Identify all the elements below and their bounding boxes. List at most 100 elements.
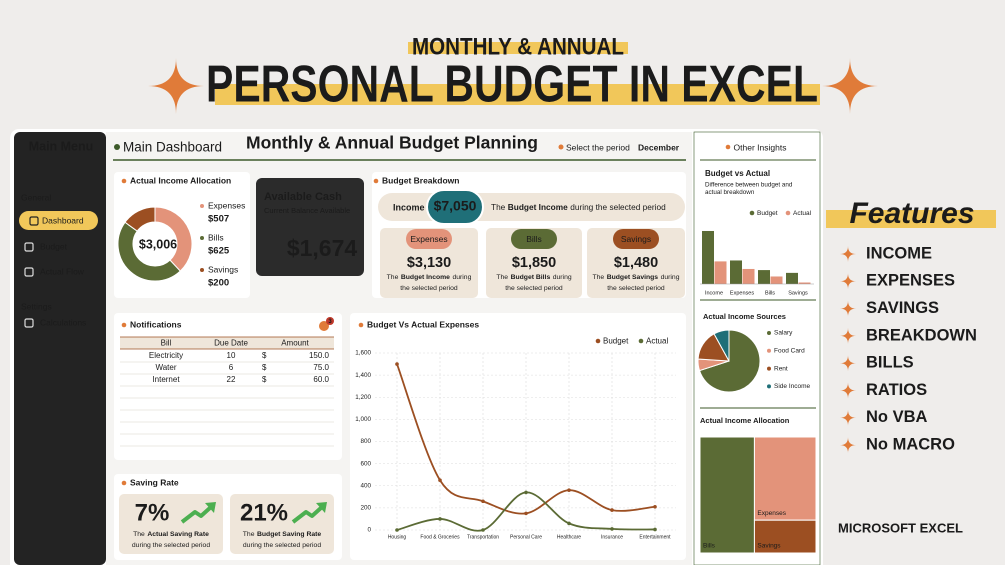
legend-dot xyxy=(785,210,791,216)
title-dot xyxy=(121,178,127,184)
footer-label: MICROSOFT EXCEL xyxy=(838,520,963,535)
feature-item: No MACRO xyxy=(866,435,955,453)
cash-subtitle: Current Balance Available xyxy=(264,206,350,215)
chart-title: Actual Income Sources xyxy=(703,312,786,321)
rate-desc-part: The xyxy=(243,531,255,538)
star-icon xyxy=(840,437,856,454)
bell xyxy=(319,321,329,331)
feature-item: INCOME xyxy=(866,244,932,262)
legend-label: Actual xyxy=(793,210,812,217)
menu-item: Budget xyxy=(40,241,68,251)
title: PERSONAL BUDGET IN EXCEL xyxy=(206,56,818,114)
y-tick-label: 800 xyxy=(360,438,371,445)
breakdown-desc: the selected period xyxy=(607,285,665,292)
trend-arrow xyxy=(180,505,213,524)
income-desc-part: Budget Income xyxy=(508,202,568,212)
breakdown-desc-part: during xyxy=(452,274,471,281)
highlight xyxy=(826,210,996,228)
breakdown-desc: The Budget Bills during xyxy=(496,274,571,281)
star-icon xyxy=(840,273,856,290)
breakdown-desc: The Budget Savings during xyxy=(593,274,680,281)
y-tick-label: 1,200 xyxy=(355,394,371,401)
data-point xyxy=(610,508,614,512)
data-point xyxy=(524,490,528,495)
table-cell: 22 xyxy=(227,375,236,384)
feature-item: BREAKDOWN xyxy=(866,326,977,344)
data-point xyxy=(481,528,485,532)
menu-item: Actual Flow xyxy=(40,266,85,276)
breakdown-card xyxy=(587,228,685,298)
income-desc-part: during the selected period xyxy=(570,202,666,212)
breakdown-pill xyxy=(406,229,452,249)
trend-arrow-head xyxy=(316,502,327,513)
table-cell: 150.0 xyxy=(309,351,330,360)
x-tick-label: Personal Care xyxy=(510,534,542,540)
data-point xyxy=(653,504,657,509)
legend-label: Food Card xyxy=(774,348,805,355)
star-icon xyxy=(822,58,878,114)
breakdown-desc-part: The xyxy=(593,274,605,281)
breakdown-label: Savings xyxy=(621,234,651,244)
legend-dot xyxy=(767,331,771,335)
rate-desc-part: The xyxy=(133,531,145,538)
table-cell: Internet xyxy=(152,375,180,384)
column-header: Due Date xyxy=(214,339,248,348)
rate-desc: The Actual Saving Rate xyxy=(133,531,209,538)
subtitle: MONTHLY & ANNUAL xyxy=(412,33,624,60)
value-label: $200 xyxy=(208,278,229,289)
dashboard-title: Monthly & Annual Budget Planning xyxy=(246,133,538,153)
title-dot xyxy=(725,144,731,150)
y-tick-label: 1,400 xyxy=(355,372,371,379)
treemap-tile xyxy=(753,519,817,554)
breakdown-pill xyxy=(511,229,557,249)
donut-center: $3,006 xyxy=(139,237,177,251)
y-tick-label: 0 xyxy=(367,527,371,534)
breakdown-desc-part: Budget Savings xyxy=(607,274,659,281)
legend-label: Rent xyxy=(774,365,788,372)
data-point xyxy=(567,488,571,492)
legend-label: Budget xyxy=(603,337,629,346)
chart-subtitle: Difference between budget and xyxy=(705,182,793,189)
legend-label: Actual xyxy=(646,337,668,346)
period-dot xyxy=(558,144,564,150)
income-desc: The Budget Income during the selected peri… xyxy=(491,202,666,212)
menu-item: Dashboard xyxy=(42,215,84,225)
legend-dot xyxy=(749,210,755,216)
title-dot xyxy=(373,178,379,184)
bar xyxy=(702,230,714,284)
breakdown-card xyxy=(486,228,582,298)
breakdown-desc: the selected period xyxy=(505,285,563,292)
rate-card xyxy=(230,494,334,554)
legend-dot xyxy=(595,338,601,344)
data-point xyxy=(610,527,614,531)
star-icon xyxy=(840,300,856,317)
sidebar xyxy=(14,132,106,565)
data-point xyxy=(481,499,485,504)
badge-count: 3 xyxy=(328,319,332,325)
card-title: Actual Income Allocation xyxy=(130,175,231,185)
legend-label: Salary xyxy=(774,330,793,337)
data-point xyxy=(438,517,442,521)
pie-slice xyxy=(698,329,761,393)
legend-dot xyxy=(767,384,771,389)
y-tick-label: 600 xyxy=(360,460,371,467)
table-cell: 10 xyxy=(227,351,236,360)
title-dot xyxy=(121,480,127,486)
rate-desc-part: Budget Saving Rate xyxy=(257,531,321,538)
chart-title: Actual Income Allocation xyxy=(700,416,790,425)
sidebar-section: General xyxy=(21,192,51,202)
breakdown-pill xyxy=(613,229,659,249)
period-label: Select the period xyxy=(566,142,630,152)
rate-desc: The Budget Saving Rate xyxy=(243,531,322,538)
sidebar-title: Main Menu xyxy=(29,139,94,153)
star-icon xyxy=(148,58,204,114)
table-cell: 60.0 xyxy=(313,375,329,384)
card-title: Notifications xyxy=(130,319,182,329)
legend-label: Expenses xyxy=(208,200,245,210)
bar xyxy=(798,282,811,284)
legend-dot xyxy=(767,366,771,371)
menu-icon xyxy=(24,242,34,252)
legend-label: Side Income xyxy=(774,383,811,390)
breakdown-desc-part: Budget Income xyxy=(401,274,450,281)
